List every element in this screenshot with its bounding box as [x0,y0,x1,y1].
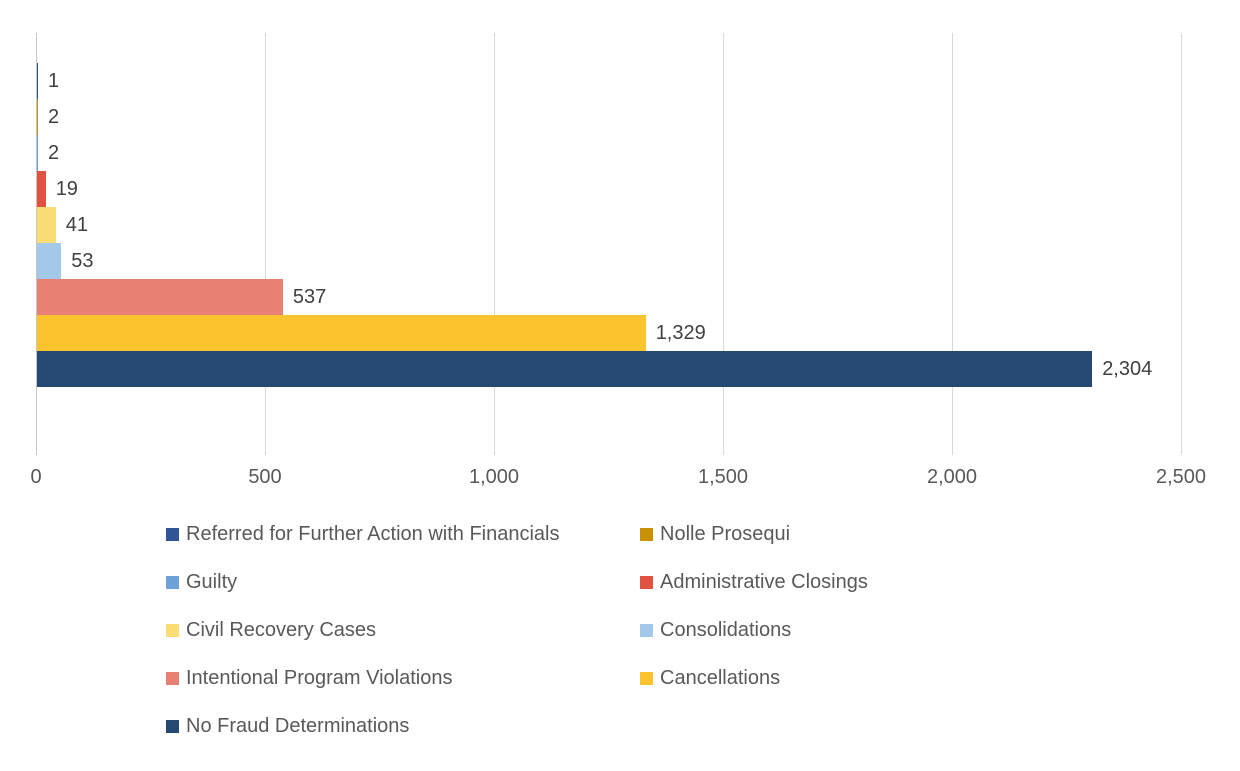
legend-item-guilty: Guilty [166,569,237,595]
legend-swatch-icon [166,576,179,589]
legend-item-cancellations: Cancellations [640,665,780,691]
legend-label: Civil Recovery Cases [186,619,377,641]
x-axis-tick-label: 500 [248,466,282,488]
bar-value-label: 1 [48,70,60,92]
legend-swatch-icon [640,528,653,541]
bar-value-label: 2,304 [1102,358,1153,380]
gridline [723,33,724,455]
bar-value-label: 2 [48,106,60,128]
legend-label: Nolle Prosequi [660,523,791,545]
legend-item-nolle-prosequi: Nolle Prosequi [640,521,790,547]
legend-item-civil-recovery-cases: Civil Recovery Cases [166,617,376,643]
legend-swatch-icon [166,672,179,685]
legend-label: Administrative Closings [660,571,868,593]
bar-value-label: 537 [292,286,327,308]
x-axis-tick-label: 1,000 [468,466,520,488]
legend-label: Referred for Further Action with Financi… [186,523,560,545]
bar-administrative-closings [37,171,46,207]
legend-label: No Fraud Determinations [186,715,410,737]
bar-no-fraud-determinations [37,351,1093,387]
legend-swatch-icon [640,576,653,589]
bar-value-label: 41 [65,214,89,236]
legend-item-no-fraud-determinations: No Fraud Determinations [166,713,409,739]
bar-civil-recovery-cases [37,207,56,243]
legend-item-referred-for-further-action-with-financials: Referred for Further Action with Financi… [166,521,560,547]
plot-area: 0 500 1,000 1,500 2,000 2,500 1 2 2 19 41 53 537 1,32… [30,33,1206,488]
bar-value-label: 1,329 [655,322,706,344]
legend-swatch-icon [640,672,653,685]
legend-item-administrative-closings: Administrative Closings [640,569,868,595]
bar-intentional-program-violations [37,279,283,315]
legend-swatch-icon [166,720,179,733]
legend-item-intentional-program-violations: Intentional Program Violations [166,665,452,691]
gridline [1181,33,1182,455]
legend-label: Consolidations [660,619,792,641]
bar-nolle-prosequi [37,99,38,135]
bar-consolidations [37,243,62,279]
x-axis-tick-label: 0 [30,466,42,488]
x-axis-tick-label: 2,000 [926,466,978,488]
legend-label: Guilty [186,571,238,593]
legend-swatch-icon [640,624,653,637]
y-axis-line [36,33,37,455]
legend-label: Intentional Program Violations [186,667,453,689]
x-axis-tick-label: 1,500 [697,466,749,488]
gridline [494,33,495,455]
legend-swatch-icon [166,528,179,541]
legend: Referred for Further Action with Financi… [0,521,1240,761]
bar-value-label: 19 [55,178,78,200]
x-axis-tick-label: 2,500 [1155,466,1207,488]
legend-label: Cancellations [660,667,781,689]
bar-value-label: 53 [71,250,94,272]
gridline [952,33,953,455]
bar-guilty [37,135,38,171]
legend-swatch-icon [166,624,179,637]
gridline [265,33,266,455]
legend-item-consolidations: Consolidations [640,617,791,643]
bar-cancellations [37,315,646,351]
bar-referred-for-further-action-with-financials [37,63,38,99]
bar-value-label: 2 [48,142,60,164]
